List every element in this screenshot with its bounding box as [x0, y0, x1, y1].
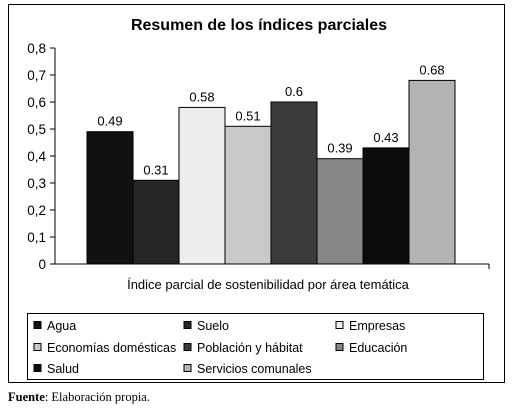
bar — [270, 101, 318, 265]
bar-value-label: 0.6 — [285, 84, 303, 99]
bar-value-label: 0.51 — [235, 108, 260, 123]
legend-label: Servicios comunales — [197, 362, 312, 376]
y-tick-label: 0,6 — [27, 95, 46, 110]
source-note: Fuente: Elaboración propia. — [8, 390, 150, 405]
bar-value-label: 0.58 — [189, 89, 214, 104]
bar — [362, 147, 410, 265]
bar — [408, 79, 456, 265]
bar — [178, 106, 226, 265]
legend: Agua Suelo Empresas Economías domésticas Pob… — [33, 319, 407, 376]
y-tick-label: 0 — [38, 257, 46, 272]
legend-label: Educación — [349, 341, 407, 355]
legend-label: Economías domésticas — [47, 341, 176, 355]
legend-swatch — [33, 343, 42, 351]
chart: Resumen de los índices parciales 0 0,1 0,2… — [8, 4, 505, 383]
legend-label: Agua — [47, 319, 76, 333]
bar-value-label: 0.68 — [419, 62, 444, 77]
bar-value-label: 0.43 — [373, 130, 398, 145]
y-tick-label: 0,3 — [27, 176, 46, 191]
chart-title: Resumen de los índices parciales — [131, 17, 387, 34]
bar-value-label: 0.39 — [327, 141, 352, 156]
legend-swatch — [335, 321, 344, 329]
legend-label: Suelo — [197, 319, 229, 333]
legend-label: Población y hábitat — [197, 341, 303, 355]
y-tick-label: 0,5 — [27, 122, 46, 137]
bar — [316, 158, 364, 265]
bar-value-label: 0.31 — [143, 162, 168, 177]
source-label: Fuente — [8, 390, 45, 404]
bar — [132, 179, 180, 265]
y-tick-label: 0,2 — [27, 203, 46, 218]
legend-swatch — [183, 321, 192, 329]
legend-label: Salud — [47, 362, 79, 376]
y-tick-label: 0,1 — [27, 230, 46, 245]
source-text: : Elaboración propia. — [44, 390, 150, 404]
legend-swatch — [183, 343, 192, 351]
x-axis-label: Índice parcial de sostenibilidad por áre… — [127, 277, 410, 292]
bar — [86, 131, 134, 265]
y-tick-label: 0,7 — [27, 68, 46, 83]
legend-box — [27, 313, 484, 380]
legend-swatch — [335, 343, 344, 351]
bar — [224, 125, 272, 265]
legend-swatch — [33, 364, 42, 372]
legend-swatch — [183, 364, 192, 372]
y-tick-label: 0,8 — [27, 41, 46, 56]
y-tick-label: 0,4 — [27, 149, 46, 164]
bar-value-label: 0.49 — [97, 114, 122, 129]
legend-swatch — [33, 321, 42, 329]
legend-label: Empresas — [349, 319, 405, 333]
